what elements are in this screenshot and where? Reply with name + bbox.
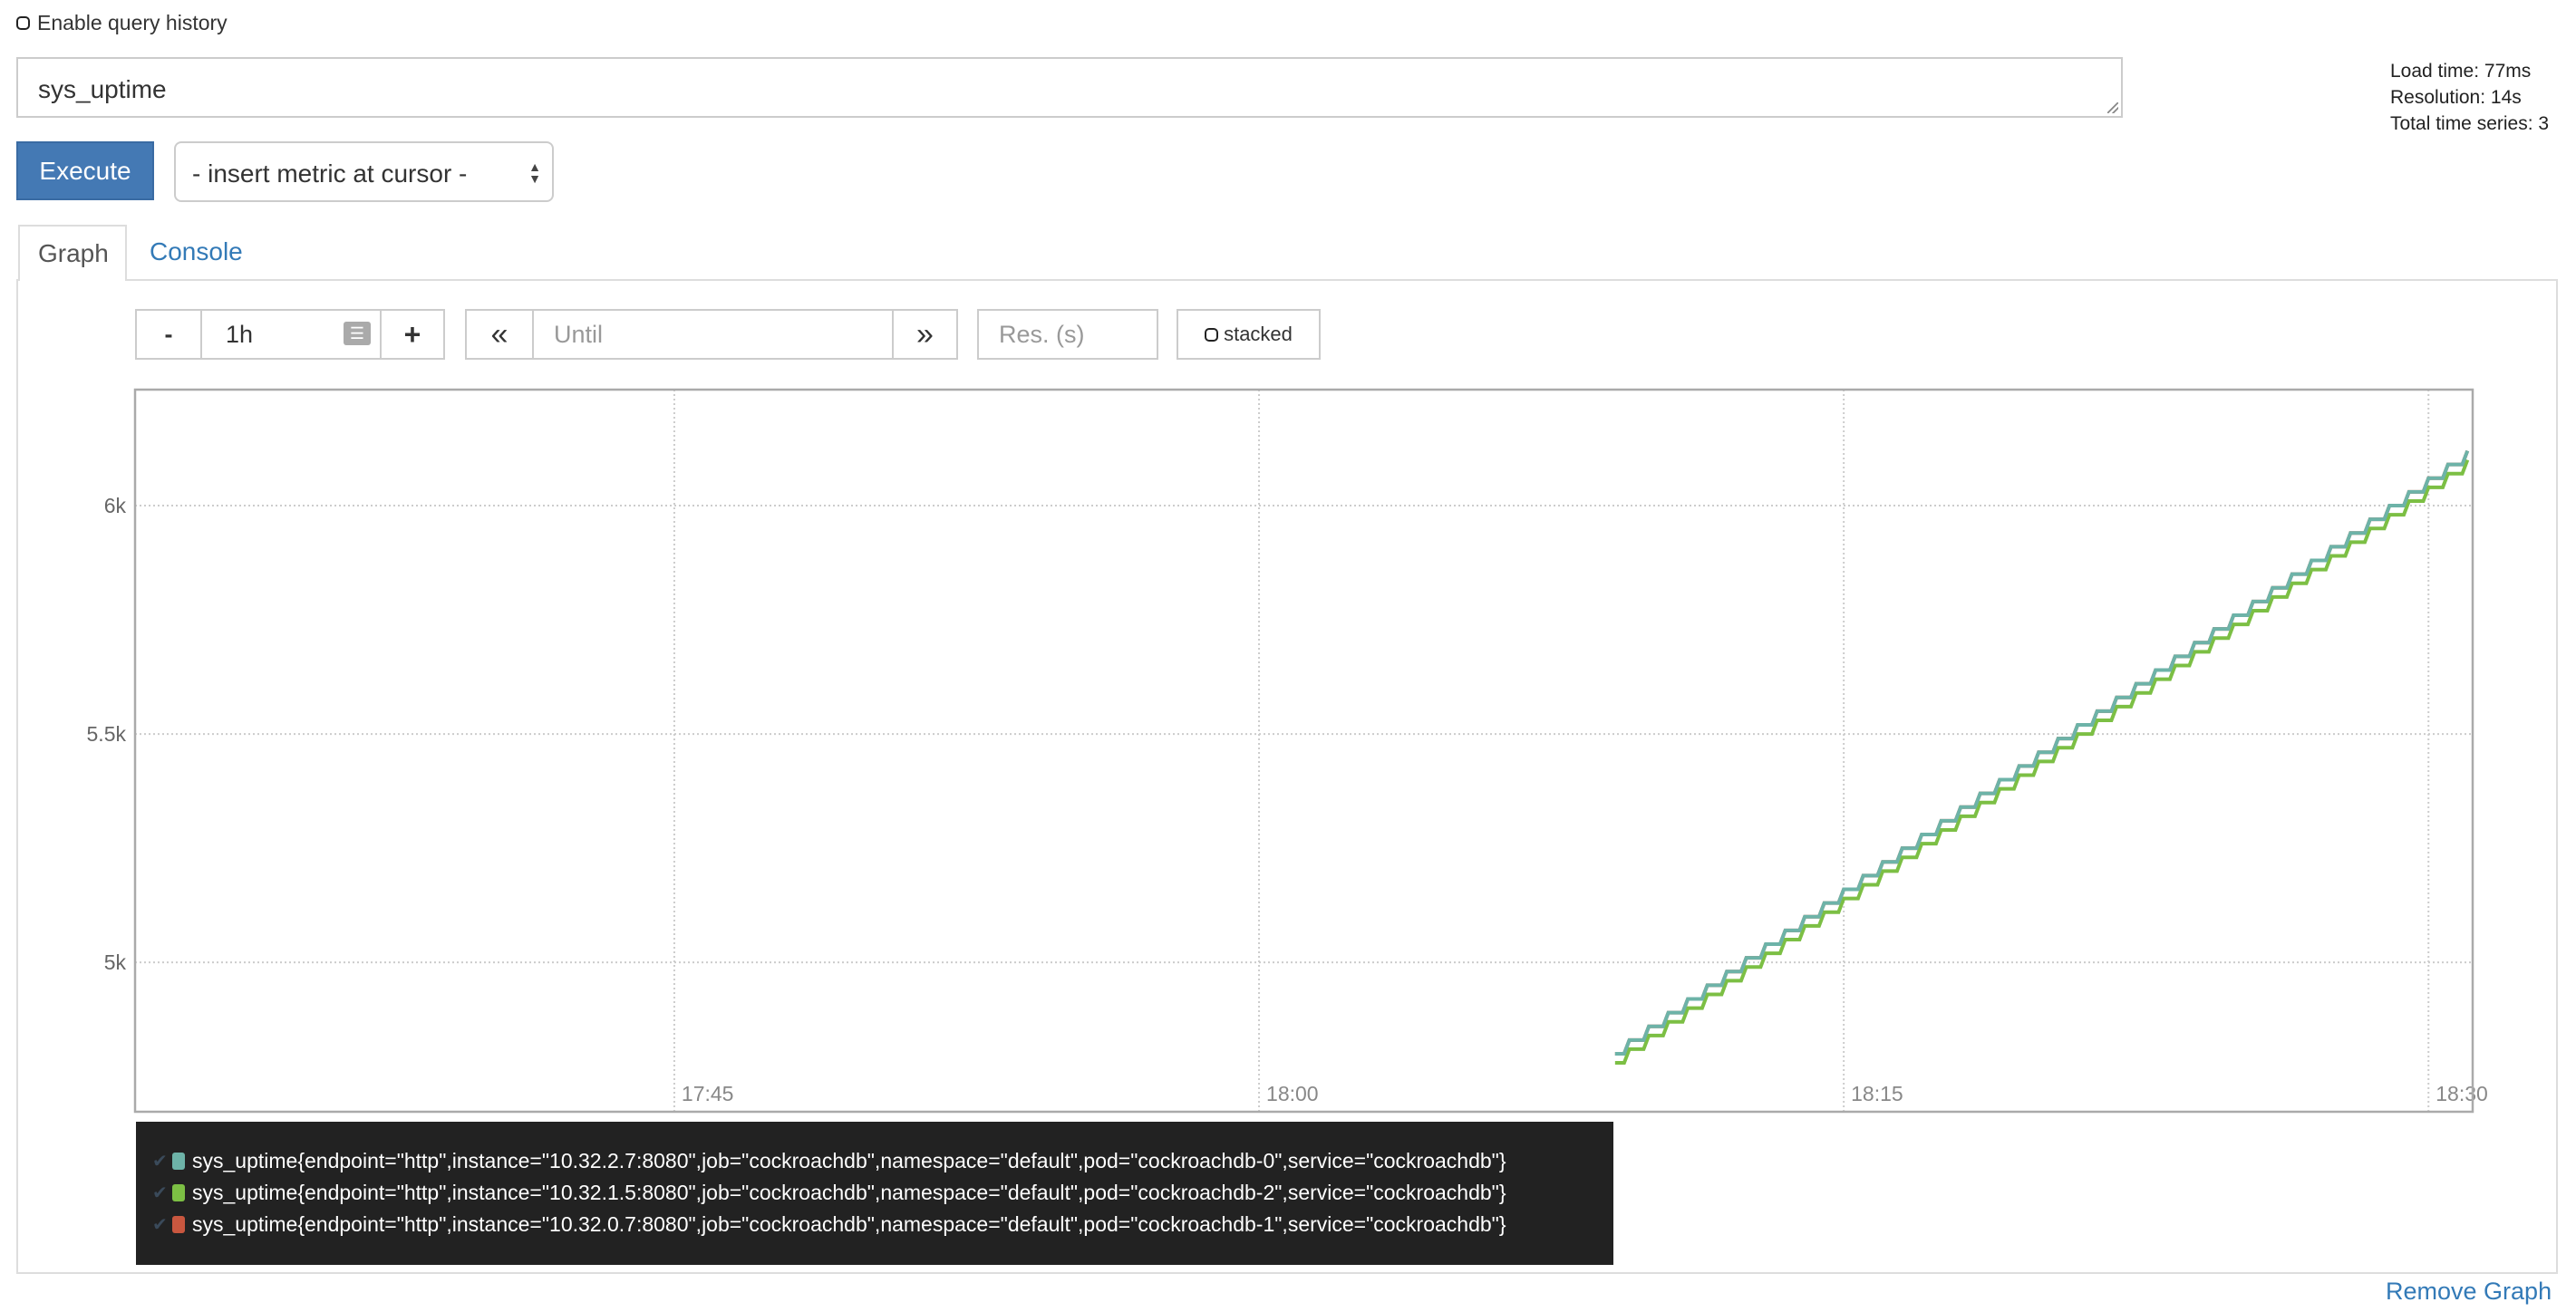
- decrease-range-button[interactable]: -: [135, 309, 202, 360]
- expression-value: sys_uptime: [38, 75, 167, 103]
- series-label: sys_uptime{endpoint="http",instance="10.…: [192, 1212, 1506, 1236]
- checkbox-icon[interactable]: [1205, 327, 1219, 342]
- x-tick-label: 18:00: [1266, 1082, 1319, 1105]
- stacked-label: stacked: [1224, 323, 1293, 345]
- series-swatch: [172, 1184, 185, 1201]
- tab-graph[interactable]: Graph: [18, 225, 127, 281]
- load-time: Load time: 77ms: [2390, 61, 2532, 82]
- range-input[interactable]: 1h ☰: [200, 309, 382, 360]
- execute-button[interactable]: Execute: [16, 141, 154, 200]
- x-tick-label: 18:30: [2436, 1082, 2488, 1105]
- y-tick-label: 5k: [104, 950, 127, 974]
- legend-item[interactable]: ✔ sys_uptime{endpoint="http",instance="10…: [152, 1209, 1597, 1240]
- increase-range-button[interactable]: +: [380, 309, 445, 360]
- legend-item[interactable]: ✔ sys_uptime{endpoint="http",instance="10…: [152, 1145, 1597, 1177]
- stacked-toggle[interactable]: stacked: [1177, 309, 1321, 360]
- select-arrows-icon: ▲ ▼: [528, 159, 541, 186]
- enable-query-history-checkbox[interactable]: Enable query history: [16, 11, 228, 35]
- enable-query-history-label: Enable query history: [37, 11, 228, 34]
- query-stats: Load time: 77ms Resolution: 14s Total ti…: [2390, 58, 2549, 137]
- resolution: Resolution: 14s: [2390, 87, 2522, 108]
- series-label: sys_uptime{endpoint="http",instance="10.…: [192, 1149, 1506, 1172]
- remove-graph-link[interactable]: Remove Graph: [2386, 1278, 2552, 1305]
- x-tick-label: 17:45: [682, 1082, 734, 1105]
- tab-console[interactable]: Console: [150, 237, 243, 265]
- calendar-icon[interactable]: ☰: [344, 322, 371, 345]
- series-label: sys_uptime{endpoint="http",instance="10.…: [192, 1181, 1506, 1204]
- series-line: [1614, 449, 2470, 1056]
- insert-metric-select[interactable]: - insert metric at cursor - ▲ ▼: [174, 141, 554, 202]
- insert-metric-value: - insert metric at cursor -: [192, 159, 468, 188]
- graph-panel: [16, 279, 2558, 1274]
- y-tick-label: 6k: [104, 494, 127, 517]
- series-swatch: [172, 1153, 185, 1170]
- resolution-input[interactable]: Res. (s): [977, 309, 1158, 360]
- series-line: [1614, 458, 2470, 1066]
- x-tick-label: 18:15: [1851, 1082, 1903, 1105]
- y-tick-label: 5.5k: [87, 722, 127, 746]
- series-swatch: [172, 1216, 185, 1233]
- checkbox-icon[interactable]: [16, 16, 30, 30]
- plot-frame: [133, 388, 2474, 1114]
- total-time-series: Total time series: 3: [2390, 113, 2550, 134]
- range-value: 1h: [226, 320, 254, 348]
- legend: ✔ sys_uptime{endpoint="http",instance="10…: [136, 1122, 1613, 1265]
- until-input[interactable]: Until: [532, 309, 894, 360]
- check-icon[interactable]: ✔: [152, 1183, 168, 1203]
- resize-handle-icon[interactable]: [2107, 102, 2118, 113]
- legend-item[interactable]: ✔ sys_uptime{endpoint="http",instance="10…: [152, 1177, 1597, 1209]
- forward-button[interactable]: »: [892, 309, 958, 360]
- check-icon[interactable]: ✔: [152, 1152, 168, 1172]
- expression-input[interactable]: sys_uptime: [16, 57, 2123, 118]
- check-icon[interactable]: ✔: [152, 1215, 168, 1235]
- back-button[interactable]: «: [465, 309, 534, 360]
